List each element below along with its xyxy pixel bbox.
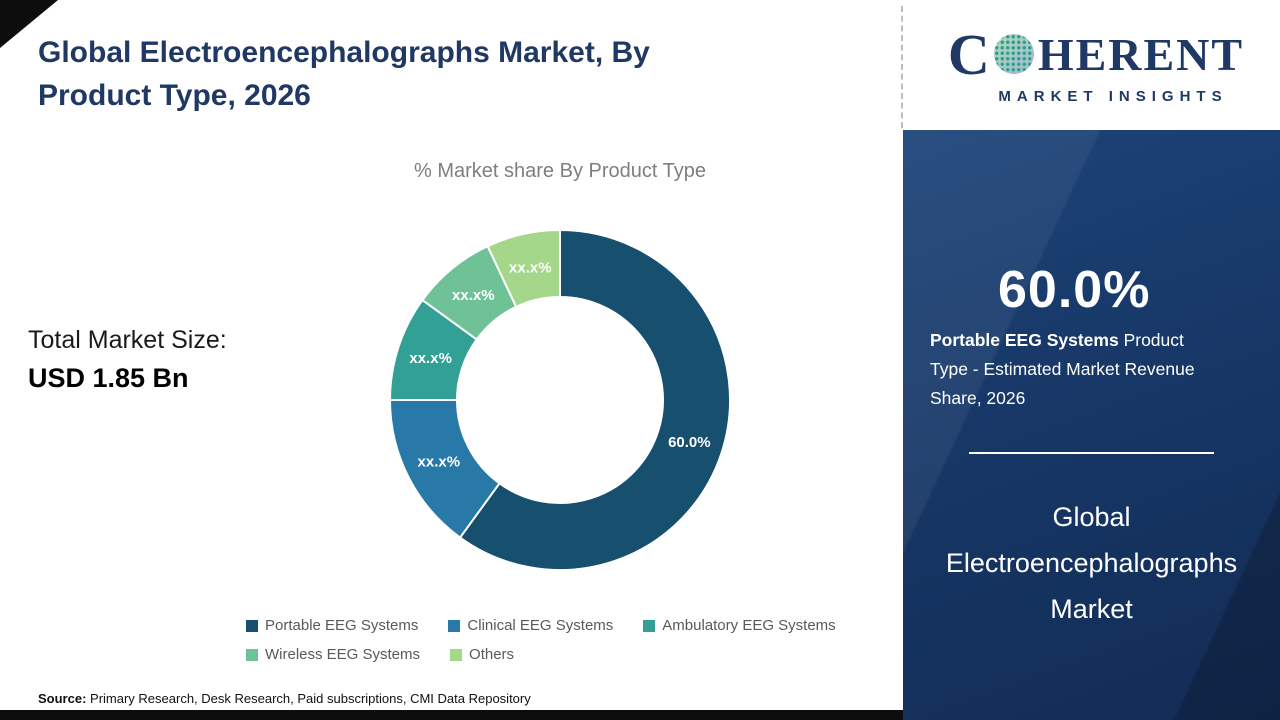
globe-icon	[993, 34, 1034, 74]
legend-label: Portable EEG Systems	[265, 617, 419, 634]
stat-value: 60.0%	[998, 261, 1151, 319]
dashed-divider	[901, 6, 903, 128]
donut-slice	[486, 228, 561, 309]
slice-label: 60.0%	[668, 434, 711, 451]
legend-swatch	[643, 620, 656, 632]
donut-slice	[458, 228, 731, 571]
total-market-label: Total Market Size:	[28, 326, 227, 354]
legend-item: Portable EEG Systems	[246, 618, 418, 634]
source-line: Source: Primary Research, Desk Research,…	[38, 691, 531, 706]
legend-swatch	[448, 620, 461, 632]
source-text: Primary Research, Desk Research, Paid su…	[90, 691, 531, 706]
source-label: Source:	[38, 691, 87, 706]
page-title: Global Electroencephalographs Market, By…	[38, 36, 650, 112]
logo-letters: HERENT	[1037, 29, 1245, 80]
slice-label: xx.x%	[452, 287, 495, 304]
legend-swatch	[246, 620, 258, 632]
corner-accent-triangle	[0, 0, 58, 48]
bottom-bar	[0, 710, 903, 720]
stat-description-bold: Portable EEG Systems	[930, 330, 1119, 350]
slice-label: xx.x%	[418, 454, 461, 471]
panel-market-title: Global Electroencephalographs Market	[945, 502, 1238, 624]
donut-chart: 60.0% xx.x% xx.x% xx.x% xx.x%	[388, 228, 731, 571]
side-panel: 60.0% Portable EEG Systems Product Type …	[903, 130, 1280, 720]
legend-label: Clinical EEG Systems	[467, 617, 614, 634]
legend-label: Ambulatory EEG Systems	[662, 617, 836, 634]
panel-divider	[969, 452, 1214, 454]
total-market-value: USD 1.85 Bn	[28, 363, 189, 393]
stat-description: Portable EEG Systems Product Type - Esti…	[930, 326, 1225, 413]
company-logo: C HERENT MARKET INSIGHTS	[925, 26, 1267, 106]
stat-description-rest: Product Type - Estimated Market Revenue …	[930, 330, 1195, 409]
slice-label: xx.x%	[409, 350, 452, 367]
total-market-block: Total Market Size: USD 1.85 Bn	[28, 326, 227, 394]
legend-label: Others	[469, 646, 515, 663]
legend-label: Wireless EEG Systems	[265, 646, 421, 663]
logo-tagline: MARKET INSIGHTS	[998, 88, 1228, 105]
chart-legend: Portable EEG Systems Clinical EEG Systems…	[246, 618, 906, 663]
slice-label: xx.x%	[509, 259, 552, 276]
logo-letter-c: C	[947, 22, 990, 87]
legend-item: Clinical EEG Systems	[448, 618, 613, 634]
legend-swatch	[450, 649, 463, 661]
legend-item: Wireless EEG Systems	[246, 647, 420, 663]
legend-swatch	[246, 649, 258, 661]
logo-wordmark: C HERENT	[925, 26, 1267, 84]
legend-item: Ambulatory EEG Systems	[643, 617, 836, 634]
chart-subtitle: % Market share By Product Type	[414, 160, 706, 182]
legend-item: Others	[450, 647, 514, 663]
